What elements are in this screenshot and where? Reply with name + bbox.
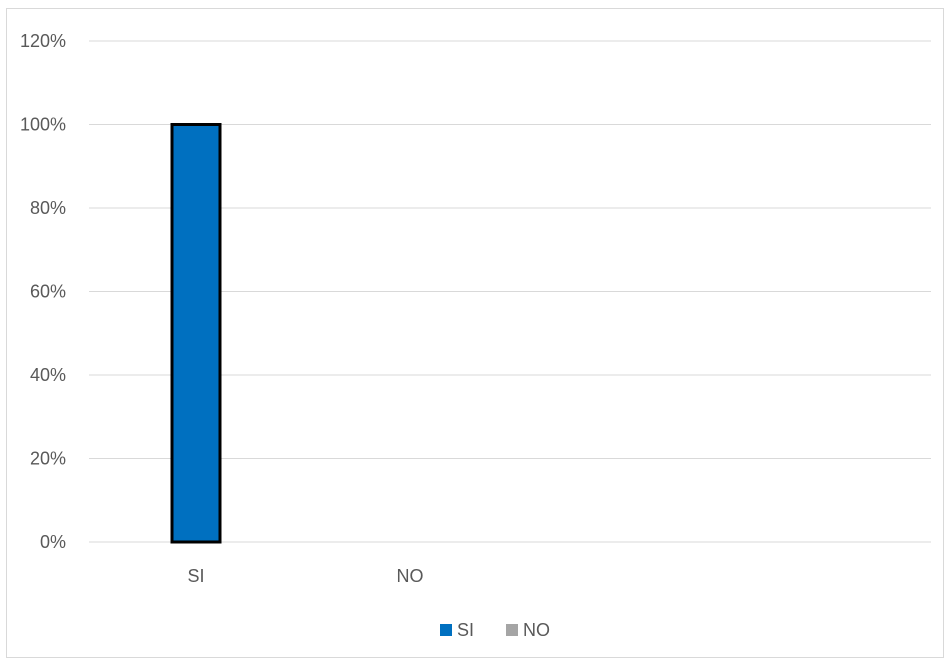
legend-label-no: NO (523, 620, 550, 640)
bar-si (170, 123, 222, 544)
y-tick-label: 100% (20, 115, 66, 135)
y-tick-label: 40% (30, 365, 66, 385)
y-tick-label: 20% (30, 449, 66, 469)
legend-label-si: SI (457, 620, 474, 640)
chart-frame: 0% 20% 40% 60% 80% 100% 120% SI NO SI NO (6, 8, 944, 658)
y-axis-tick-labels: 0% 20% 40% 60% 80% 100% 120% (20, 31, 66, 552)
legend: SI NO (440, 620, 550, 640)
bars (170, 123, 222, 544)
x-axis-category-labels: SI NO (187, 566, 423, 586)
x-category-label: SI (187, 566, 204, 586)
y-tick-label: 80% (30, 198, 66, 218)
y-tick-label: 120% (20, 31, 66, 51)
gridlines (89, 40, 931, 543)
legend-swatch-si (440, 624, 452, 636)
legend-swatch-no (506, 624, 518, 636)
y-tick-label: 0% (40, 532, 66, 552)
x-category-label: NO (397, 566, 424, 586)
bar-chart: 0% 20% 40% 60% 80% 100% 120% SI NO SI NO (20, 31, 931, 640)
y-tick-label: 60% (30, 282, 66, 302)
